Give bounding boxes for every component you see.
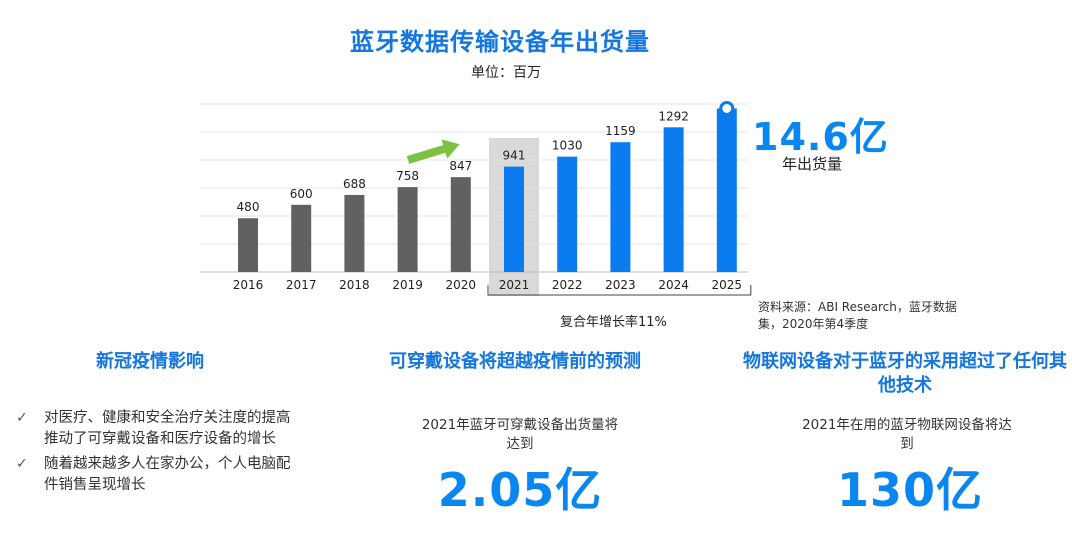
tick-label-2020: 2020 [446, 278, 477, 292]
iot-subtitle: 2021年在用的蓝牙物联网设备将达到 [802, 417, 1012, 452]
tick-label-2024: 2024 [658, 278, 689, 292]
check-icon: ✓ [16, 410, 28, 426]
covid-bullet-list: ✓ 对医疗、健康和安全治疗关注度的提高推动了可穿戴设备和医疗设备的增长 ✓ 随着越来… [14, 408, 304, 500]
iot-value: 130亿 [836, 463, 984, 517]
tick-label-2023: 2023 [605, 278, 636, 292]
bar-2019 [397, 187, 418, 272]
total-callout-label: 年出货量 [782, 155, 843, 173]
bar-2022 [557, 156, 578, 272]
data-label-2016: 480 [237, 200, 260, 214]
data-label-2019: 758 [396, 169, 419, 183]
iot-section-title: 物联网设备对于蓝牙的采用超过了任何其他技术 [743, 351, 1067, 396]
total-marker-dot [719, 100, 735, 116]
tick-label-2022: 2022 [552, 278, 583, 292]
data-label-2017: 600 [290, 187, 313, 201]
cagr-label: 复合年增长率11% [560, 315, 667, 330]
chart-title: 蓝牙数据传输设备年出货量 [350, 28, 650, 56]
bar-2021 [504, 166, 524, 272]
bar-2017 [291, 204, 312, 272]
bullet-text: 随着越来越多人在家办公，个人电脑配件销售呈现增长 [44, 456, 291, 493]
wearables-subtitle: 2021年蓝牙可穿戴设备出货量将达到 [421, 417, 619, 452]
list-item: ✓ 对医疗、健康和安全治疗关注度的提高推动了可穿戴设备和医疗设备的增长 [14, 408, 304, 450]
data-label-2022: 1030 [552, 139, 583, 153]
bar-2023 [610, 142, 631, 272]
bar-2025 [716, 108, 737, 272]
source-note: 资料来源：ABI Research，蓝牙数据集，2020年第4季度 [758, 300, 957, 331]
data-label-2018: 688 [343, 177, 366, 191]
tick-label-2016: 2016 [233, 278, 264, 292]
growth-arrow-icon [406, 139, 460, 164]
data-label-2024: 1292 [658, 109, 689, 123]
tick-label-2018: 2018 [339, 278, 370, 292]
tick-label-2021: 2021 [499, 278, 530, 292]
bar-2020 [450, 177, 471, 272]
forecast-bracket [487, 285, 752, 296]
data-label-2021: 941 [503, 149, 526, 163]
wearables-value: 2.05亿 [437, 463, 603, 517]
bar-2024 [663, 127, 684, 273]
data-label-2023: 1159 [605, 124, 636, 138]
wearables-section-title: 可穿戴设备将超越疫情前的预测 [389, 351, 641, 372]
data-label-2020: 847 [449, 159, 472, 173]
unit-label: 单位：百万 [471, 65, 541, 81]
tick-label-2019: 2019 [392, 278, 423, 292]
total-callout-value: 14.6亿 [752, 115, 889, 159]
check-icon: ✓ [16, 456, 28, 472]
covid-section-title: 新冠疫情影响 [96, 351, 204, 372]
bar-2018 [344, 194, 365, 272]
tick-label-2017: 2017 [286, 278, 317, 292]
bar-2016 [238, 218, 258, 272]
tick-label-2025: 2025 [712, 278, 743, 292]
list-item: ✓ 随着越来越多人在家办公，个人电脑配件销售呈现增长 [14, 454, 304, 496]
bullet-text: 对医疗、健康和安全治疗关注度的提高推动了可穿戴设备和医疗设备的增长 [44, 410, 291, 447]
